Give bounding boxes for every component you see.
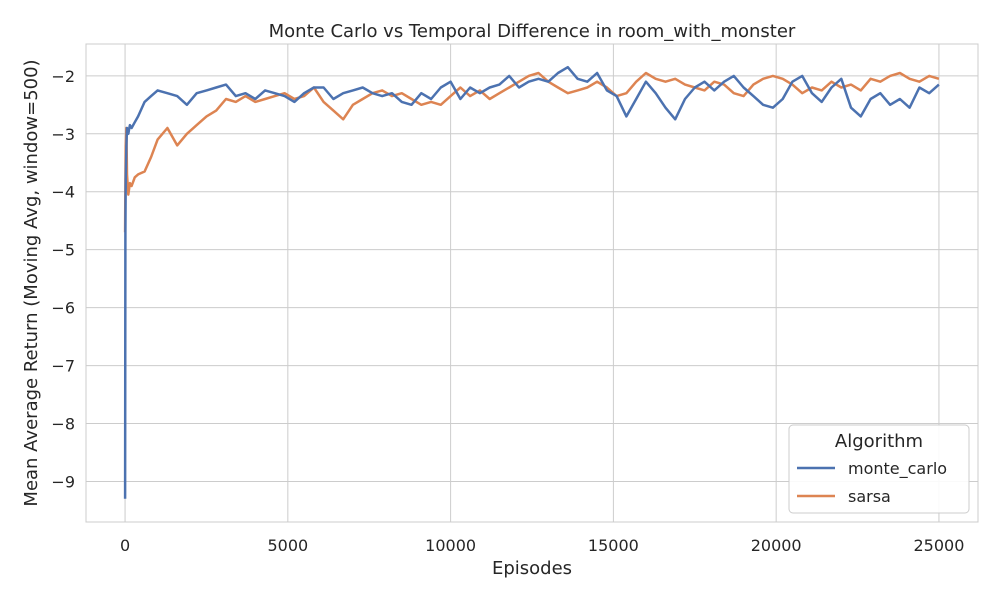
y-axis-label: Mean Average Return (Moving Avg, window=… (21, 59, 42, 506)
series-line-sarsa (123, 71, 940, 233)
y-tick-label: −8 (51, 415, 75, 434)
x-axis-label: Episodes (492, 558, 572, 579)
legend: Algorithm monte_carlo sarsa (788, 424, 970, 514)
x-tick-label: 5000 (267, 536, 308, 555)
y-tick-label: −6 (51, 299, 75, 318)
y-tick-label: −2 (51, 67, 75, 86)
x-tick-label: 10000 (425, 536, 476, 555)
x-tick-label: 15000 (588, 536, 639, 555)
y-tick-label: −5 (51, 241, 75, 260)
plot-frame (85, 43, 979, 523)
x-tick-label: 20000 (751, 536, 802, 555)
x-tick-labels: 0 5000 10000 15000 20000 25000 (120, 536, 964, 555)
legend-box (788, 424, 970, 514)
chart-title: Monte Carlo vs Temporal Difference in ro… (269, 21, 796, 42)
x-tick-label: 0 (120, 536, 130, 555)
legend-label-sarsa: sarsa (848, 487, 891, 506)
series-lines (123, 65, 940, 499)
legend-label-monte-carlo: monte_carlo (848, 459, 947, 479)
y-tick-label: −4 (51, 183, 75, 202)
legend-title: Algorithm (835, 431, 923, 452)
x-tick-label: 25000 (913, 536, 964, 555)
y-tick-labels: −9 −8 −7 −6 −5 −4 −3 −2 (51, 67, 75, 492)
y-tick-label: −9 (51, 472, 75, 491)
series-line-monte-carlo (123, 65, 940, 499)
y-tick-label: −3 (51, 125, 75, 144)
y-tick-label: −7 (51, 357, 75, 376)
